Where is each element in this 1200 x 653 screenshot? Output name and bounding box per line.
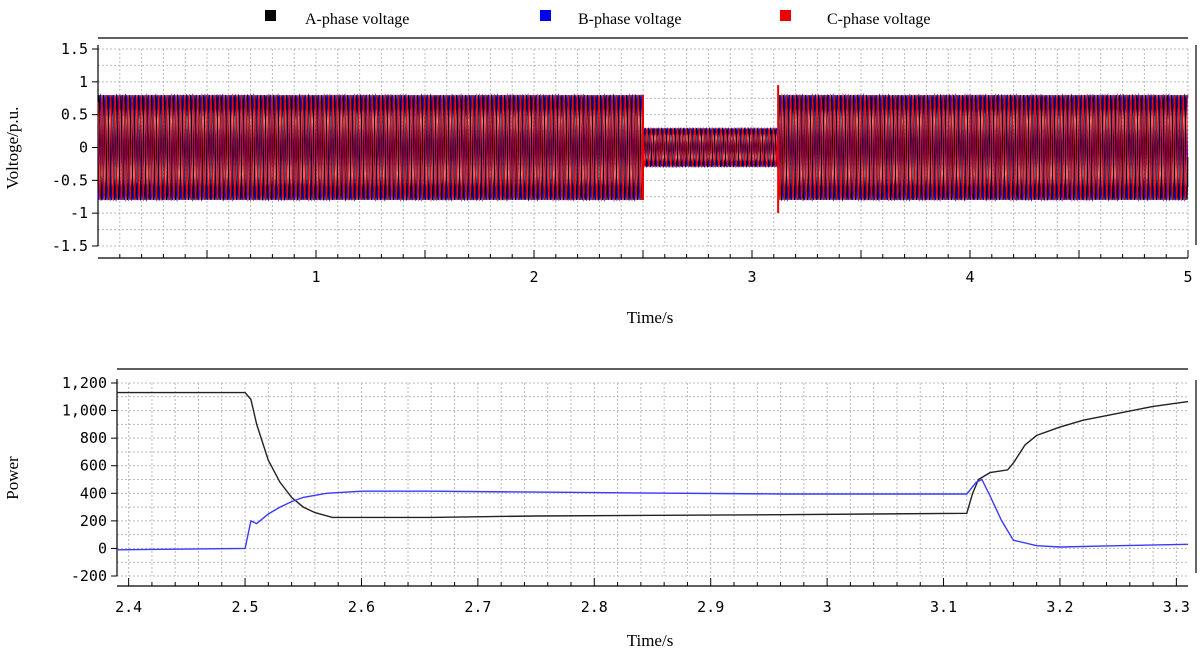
power-x-tick-label: 2.6 xyxy=(348,598,375,616)
power-x-tick-label: 3.1 xyxy=(930,598,957,616)
power-x-tick-label: 2.7 xyxy=(464,598,491,616)
power-chart: 1,200 1,000 800 600 400 200 0 -200 2.4 2.5 2.6 2.7 2… xyxy=(3,368,1197,650)
power-y-tick-label: 1,200 xyxy=(62,374,107,392)
power-y-tick-label: 1,000 xyxy=(62,402,107,420)
power-series-line xyxy=(116,478,1189,551)
power-x-tick-label: 2.9 xyxy=(697,598,724,616)
power-grid xyxy=(117,382,1188,577)
voltage-series xyxy=(97,85,1189,214)
voltage-x-tick-label: 1 xyxy=(311,268,320,286)
voltage-y-tick-label: 1 xyxy=(79,73,88,91)
power-x-tick-label: 3.3 xyxy=(1163,598,1190,616)
legend: A-phase voltage B-phase voltage C-phase … xyxy=(265,10,931,28)
power-y-tick-label: 0 xyxy=(98,539,107,557)
legend-swatch-c xyxy=(780,10,791,21)
voltage-x-axis-title: Time/s xyxy=(627,308,674,327)
power-y-tick-label: 400 xyxy=(80,484,107,502)
legend-label-c: C-phase voltage xyxy=(827,11,931,28)
power-axes xyxy=(111,379,1188,587)
voltage-x-tick-label: 2 xyxy=(529,268,538,286)
power-x-axis-title: Time/s xyxy=(627,631,674,650)
power-y-tick-label: -200 xyxy=(71,567,107,585)
power-x-tick-label: 3.2 xyxy=(1046,598,1073,616)
legend-swatch-a xyxy=(265,10,276,21)
voltage-axes xyxy=(92,45,1189,259)
voltage-x-tick-label: 5 xyxy=(1183,268,1192,286)
legend-swatch-b xyxy=(540,10,551,21)
voltage-y-tick-label: 0 xyxy=(79,139,88,157)
power-x-tick-label: 3 xyxy=(823,598,832,616)
voltage-ticks: 1.5 1 0.5 0 -0.5 -1 -1.5 1 2 3 4 5 xyxy=(52,40,1193,286)
power-y-tick-label: 800 xyxy=(80,429,107,447)
voltage-x-tick-label: 4 xyxy=(965,268,974,286)
voltage-y-axis-title: Voltoge/p.u. xyxy=(3,107,22,190)
voltage-y-tick-label: -0.5 xyxy=(52,171,88,189)
voltage-y-tick-label: 0.5 xyxy=(61,106,88,124)
power-series xyxy=(116,391,1189,551)
power-x-tick-label: 2.8 xyxy=(581,598,608,616)
power-y-axis-title: Power xyxy=(3,456,22,500)
voltage-y-tick-label: -1 xyxy=(70,204,88,222)
power-x-tick-label: 2.5 xyxy=(232,598,259,616)
voltage-y-tick-label: 1.5 xyxy=(61,40,88,58)
legend-label-b: B-phase voltage xyxy=(578,11,682,28)
power-series-line xyxy=(117,391,1189,519)
power-x-tick-label: 2.4 xyxy=(115,598,142,616)
legend-label-a: A-phase voltage xyxy=(305,11,409,28)
voltage-y-tick-label: -1.5 xyxy=(52,237,88,255)
voltage-x-tick-label: 3 xyxy=(747,268,756,286)
power-ticks: 1,200 1,000 800 600 400 200 0 -200 2.4 2.5 2.6 2.7 2… xyxy=(62,374,1190,616)
power-y-tick-label: 600 xyxy=(80,457,107,475)
power-y-tick-label: 200 xyxy=(80,512,107,530)
voltage-chart: 1.5 1 0.5 0 -0.5 -1 -1.5 1 2 3 4 5 Time/s Voltoge/p… xyxy=(3,37,1197,327)
